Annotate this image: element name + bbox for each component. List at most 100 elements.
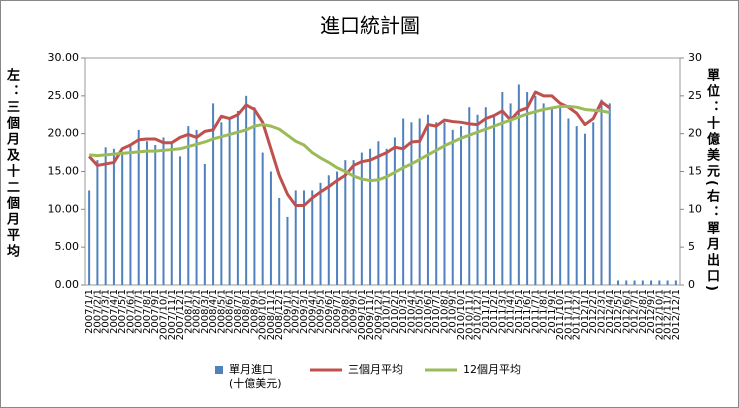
x-tick-label: 2010/4/1 <box>406 289 417 334</box>
x-tick-label: 2007/7/1 <box>134 289 145 334</box>
x-tick-label: 2012/1/1 <box>580 289 591 334</box>
line <box>88 90 611 208</box>
x-tick-label: 2012/3/1 <box>596 289 607 334</box>
x-tick-label: 2010/5/1 <box>415 289 426 334</box>
x-tick-label: 2007/5/1 <box>117 289 128 334</box>
x-tick-label: 2011/10/1 <box>555 289 566 340</box>
bar <box>344 160 347 285</box>
x-tick-label: 2008/1/1 <box>183 289 194 334</box>
x-tick-label: 2009/4/1 <box>307 289 318 334</box>
x-tick-label: 2009/3/1 <box>299 289 310 334</box>
x-tick-label: 2011/7/1 <box>530 289 541 334</box>
y-tick-label: 0.00 <box>55 278 80 291</box>
x-tick-label: 2009/5/1 <box>316 289 327 334</box>
bar <box>253 107 256 285</box>
x-tick-label: 2012/8/1 <box>638 289 649 334</box>
bar <box>526 92 529 285</box>
x-tick-label: 2007/1/1 <box>84 289 95 334</box>
bar <box>137 129 140 285</box>
bar <box>476 114 479 285</box>
y2-axis-label: 單位：十億美元(右：單月出口) <box>704 68 719 294</box>
x-tick-label: 2011/8/1 <box>539 289 550 334</box>
bar <box>319 182 322 285</box>
bar <box>302 190 305 285</box>
bar <box>550 107 553 285</box>
x-tick-label: 2008/6/1 <box>225 289 236 334</box>
bar <box>650 280 653 285</box>
bar <box>385 148 388 285</box>
bar <box>327 175 330 285</box>
x-tick-label: 2008/7/1 <box>233 289 244 334</box>
legend-label: 三個月平均 <box>348 363 403 376</box>
x-tick-label: 2011/5/1 <box>514 289 525 334</box>
x-tick-label: 2008/3/1 <box>200 289 211 334</box>
bar <box>360 152 363 285</box>
y2-tick-label: 15 <box>688 165 702 178</box>
bar <box>666 280 669 285</box>
bar <box>625 280 628 285</box>
bar <box>542 103 545 286</box>
x-tick-label: 2010/9/1 <box>448 289 459 334</box>
x-tick-label: 2011/11/1 <box>563 289 574 340</box>
bar <box>575 126 578 285</box>
bar <box>402 118 405 286</box>
bar <box>484 107 487 285</box>
bar <box>501 92 504 285</box>
bar <box>534 95 537 285</box>
bar <box>269 171 272 285</box>
x-tick-label: 2008/9/1 <box>249 289 260 334</box>
bar <box>88 190 91 285</box>
x-tick-label: 2010/12/1 <box>473 289 484 340</box>
x-tick-label: 2007/4/1 <box>109 289 120 334</box>
x-tick-label: 2007/8/1 <box>142 289 153 334</box>
x-tick-label: 2010/3/1 <box>398 289 409 334</box>
bar <box>187 126 190 285</box>
bar <box>592 122 595 285</box>
bar <box>608 103 611 286</box>
x-tick-label: 2007/6/1 <box>125 289 136 334</box>
bar <box>583 133 586 285</box>
bar <box>468 107 471 285</box>
bar <box>112 148 115 285</box>
bar <box>674 280 677 285</box>
x-tick-label: 2009/7/1 <box>332 289 343 334</box>
y2-tick-label: 20 <box>688 127 702 140</box>
y-axis-label: 左：三個月及十二個月平均 <box>4 68 19 260</box>
y-tick-label: 5.00 <box>55 240 80 253</box>
bar <box>658 280 661 285</box>
bar <box>410 122 413 285</box>
x-tick-label: 2012/4/1 <box>605 289 616 334</box>
bar <box>129 145 132 285</box>
bar <box>294 190 297 285</box>
legend-swatch <box>215 366 223 374</box>
x-tick-label: 2007/11/1 <box>167 289 178 340</box>
bar <box>220 122 223 285</box>
x-tick-label: 2010/8/1 <box>439 289 450 334</box>
x-tick-label: 2010/6/1 <box>423 289 434 334</box>
x-tick-label: 2011/3/1 <box>497 289 508 334</box>
bar <box>286 216 289 285</box>
x-tick-label: 2007/3/1 <box>101 289 112 334</box>
x-tick-label: 2012/7/1 <box>630 289 641 334</box>
bar <box>245 95 248 285</box>
bar <box>121 152 124 285</box>
y-tick-label: 30.00 <box>48 51 80 64</box>
bar <box>443 122 446 285</box>
y2-tick-label: 5 <box>688 240 695 253</box>
bar <box>195 129 198 285</box>
y2-tick-label: 30 <box>688 51 702 64</box>
x-tick-label: 2010/11/1 <box>464 289 475 340</box>
y-tick-label: 20.00 <box>48 127 80 140</box>
x-tick-label: 2009/8/1 <box>340 289 351 334</box>
bar <box>559 107 562 285</box>
x-tick-label: 2007/9/1 <box>150 289 161 334</box>
legend-label: 單月進口 (十億美元) <box>229 363 282 390</box>
x-tick-label: 2010/10/1 <box>456 289 467 340</box>
bar <box>493 114 496 285</box>
x-tick-label: 2010/2/1 <box>390 289 401 334</box>
bar <box>426 114 429 285</box>
bar <box>567 118 570 286</box>
y2-tick-label: 10 <box>688 202 702 215</box>
